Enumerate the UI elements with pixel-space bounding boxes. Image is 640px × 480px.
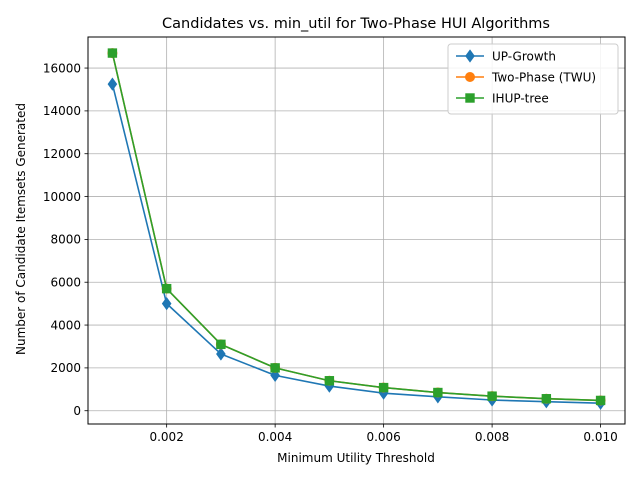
legend-label: Two-Phase (TWU)	[491, 71, 596, 85]
y-tick-label: 16000	[43, 61, 81, 75]
data-point	[324, 376, 335, 386]
data-point	[378, 382, 389, 393]
x-tick-label: 0.002	[149, 430, 183, 444]
series-3	[107, 48, 606, 406]
legend: UP-Growth Two-Phase (TWU) IHUP-tree	[447, 43, 619, 115]
series-line	[111, 52, 601, 402]
legend-swatch-marker	[465, 49, 475, 63]
data-point	[107, 48, 118, 58]
legend-swatch-marker	[465, 93, 475, 103]
data-point	[541, 394, 552, 404]
legend-label: IHUP-tree	[492, 92, 549, 106]
legend-box	[447, 43, 619, 115]
legend-label: UP-Growth	[492, 50, 556, 64]
data-point	[487, 391, 497, 401]
legend-item: IHUP-tree	[456, 92, 549, 106]
legend-swatch-marker	[465, 72, 475, 82]
legend-item: UP-Growth	[456, 49, 556, 64]
y-tick-label: 4000	[50, 318, 81, 332]
y-tick-label: 12000	[43, 147, 81, 161]
y-tick-label: 8000	[50, 233, 81, 247]
data-point	[433, 387, 443, 398]
data-point	[216, 339, 226, 350]
y-axis-label: Number of Candidate Itemsets Generated	[14, 103, 28, 355]
data-point	[161, 296, 172, 311]
x-tick-label: 0.008	[475, 430, 509, 444]
y-tick-label: 2000	[50, 361, 81, 375]
series-1	[107, 77, 606, 410]
series-line	[111, 83, 601, 405]
chart-title: Candidates vs. min_util for Two-Phase HU…	[162, 16, 550, 32]
x-tick-label: 0.010	[583, 430, 617, 444]
x-axis-label: Minimum Utility Threshold	[277, 451, 435, 465]
plot-frame	[87, 36, 626, 425]
y-tick-label: 10000	[43, 190, 81, 204]
y-tick-label: 0	[73, 404, 81, 418]
data-point	[161, 283, 172, 294]
data-point	[270, 363, 280, 373]
y-tick-label: 6000	[50, 276, 81, 290]
axis-ticks: 0.002 0.004 0.006 0.008 0.010 0 2000 4000 6000 80…	[43, 61, 618, 444]
series-layer	[107, 48, 606, 410]
data-point	[216, 347, 226, 361]
data-point	[595, 395, 606, 406]
y-tick-label: 14000	[43, 104, 81, 118]
legend-item: Two-Phase (TWU)	[456, 71, 596, 85]
data-point	[107, 77, 118, 91]
x-tick-label: 0.006	[366, 430, 400, 444]
x-tick-label: 0.004	[258, 430, 292, 444]
